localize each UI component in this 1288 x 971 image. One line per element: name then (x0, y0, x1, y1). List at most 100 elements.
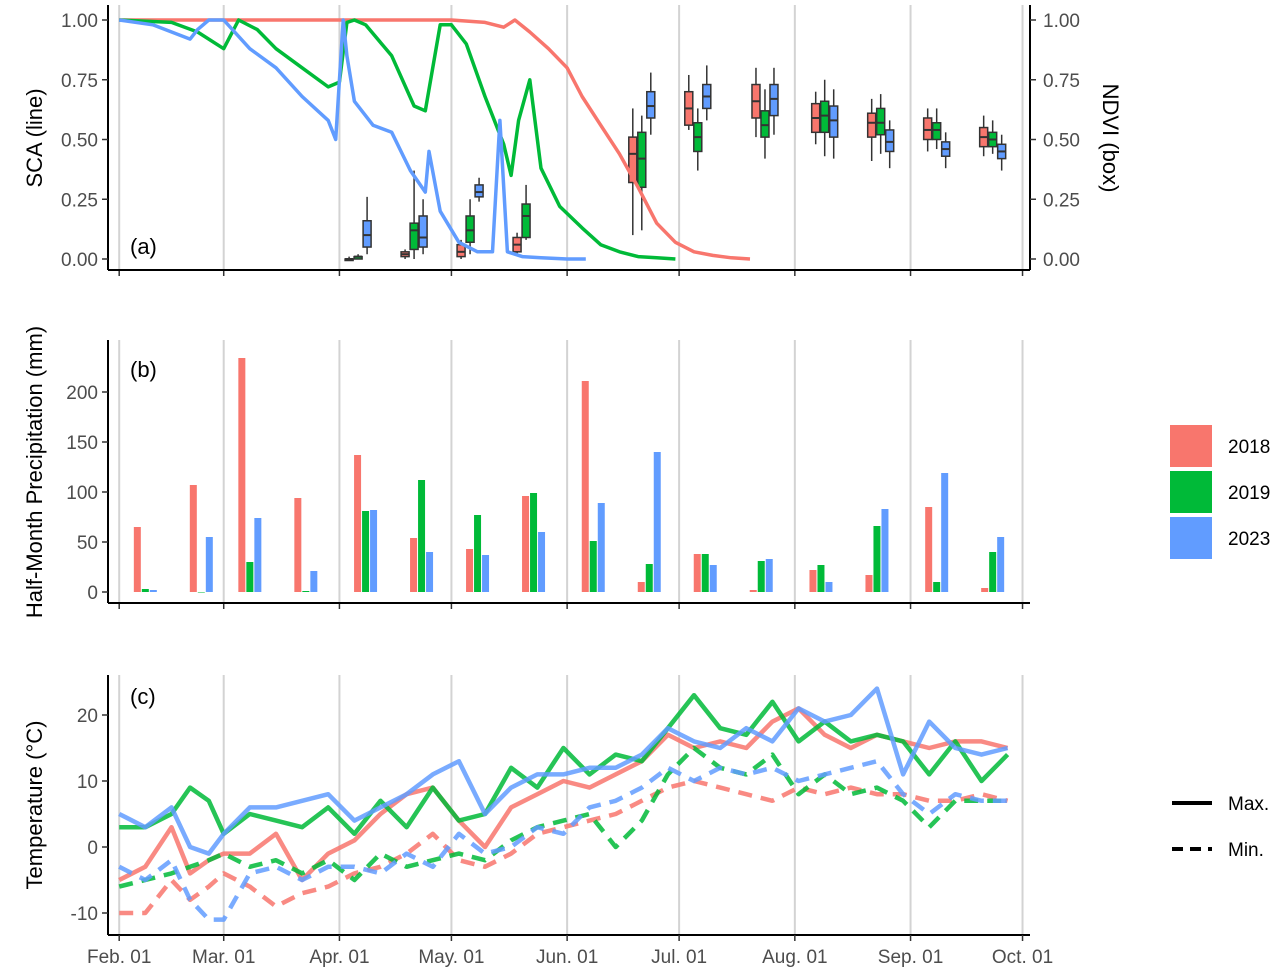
legend-linetypes: Max. Min. (1172, 794, 1269, 861)
y2-tick-label: 0.50 (1043, 131, 1080, 152)
precip-bar-2023 (653, 452, 661, 592)
legend-key-2023 (1170, 517, 1212, 559)
legend-label-2023: 2023 (1228, 529, 1270, 550)
ndvi-box (628, 136, 638, 184)
precip-bar-2023 (149, 590, 157, 592)
precip-bar-2023 (997, 537, 1005, 592)
precip-bar-2023 (426, 552, 434, 592)
ndvi-box (866, 112, 877, 138)
precip-bar-2023 (482, 555, 490, 592)
panel-a-sca-lines (118, 18, 751, 261)
precip-bar-2018 (749, 590, 757, 592)
precip-bar-2019 (701, 554, 709, 592)
temp-line-2019-min (118, 745, 1008, 889)
x-tick-label: Feb. 01 (87, 947, 151, 968)
precip-bar-2019 (141, 589, 149, 592)
precip-bar-2023 (310, 571, 318, 592)
ndvi-box (875, 107, 886, 136)
precip-bar-2023 (881, 509, 889, 592)
ndvi-box (819, 100, 830, 134)
precip-bar-2018 (238, 358, 246, 592)
precip-bar-2019 (589, 541, 597, 592)
panel-c-temperature-lines (118, 686, 1010, 922)
y-tick-label: 10 (77, 772, 98, 793)
legend-label-max: Max. (1228, 794, 1269, 815)
precip-bar-2023 (709, 565, 717, 592)
x-tick-label: Sep. 01 (878, 947, 944, 968)
precip-bar-2019 (418, 480, 426, 592)
panel-a-y2-title: NDVI (box) (1098, 84, 1123, 193)
panel-c: -10 0 10 20 Feb. 01 Mar. 01 Apr. 01 May. 01 Jun… (22, 675, 1053, 968)
y-tick-label: 150 (66, 433, 98, 454)
y-tick-label: 200 (66, 383, 98, 404)
ndvi-box (646, 90, 656, 119)
panel-c-y-ticks: -10 0 10 20 (71, 706, 108, 925)
precip-bar-2019 (817, 565, 825, 592)
x-tick-label: Oct. 01 (992, 947, 1053, 968)
ndvi-box (465, 215, 475, 244)
ndvi-box (474, 184, 484, 198)
panel-b-y-ticks: 0 50 100 150 200 (66, 383, 108, 604)
x-tick-label: Mar. 01 (192, 947, 255, 968)
precip-bar-2019 (933, 582, 941, 592)
x-tick-label: Apr. 01 (309, 947, 369, 968)
precip-bar-2023 (254, 518, 262, 592)
x-tick-label: Jun. 01 (536, 947, 598, 968)
panel-b: 0 50 100 150 200 (b) Half-Month Precipitatio… (22, 326, 1030, 618)
precip-bar-2018 (637, 582, 645, 592)
y2-tick-label: 0.25 (1043, 190, 1080, 211)
precip-bar-2018 (693, 554, 701, 592)
y-tick-label: 0 (87, 583, 98, 604)
ndvi-box (760, 110, 770, 138)
panel-b-grid (118, 340, 1024, 609)
panel-b-tag: (b) (130, 357, 157, 382)
precip-bar-2019 (873, 526, 881, 592)
precip-bar-2018 (466, 549, 474, 592)
precip-bar-2018 (410, 538, 418, 592)
sca-line-2018 (119, 18, 751, 261)
legend-label-min: Min. (1228, 840, 1264, 861)
legend-key-2018 (1170, 425, 1212, 467)
precip-bar-2019 (302, 591, 310, 592)
panel-c-grid (118, 675, 1024, 935)
ndvi-box (409, 222, 419, 251)
y-tick-label: 0.75 (61, 71, 98, 92)
precip-bar-2019 (757, 561, 765, 592)
precip-bar-2023 (205, 537, 213, 592)
sca-line-2023 (118, 18, 586, 261)
panel-a-tag: (a) (130, 234, 157, 259)
precip-bar-2019 (474, 515, 482, 592)
x-tick-label: Aug. 01 (762, 947, 828, 968)
ndvi-box (637, 131, 647, 189)
panel-c-x-ticks: Feb. 01 Mar. 01 Apr. 01 May. 01 Jun. 01 Jul. … (87, 935, 1053, 968)
y2-tick-label: 1.00 (1043, 11, 1080, 32)
y-tick-label: 1.00 (61, 11, 98, 32)
ndvi-box (828, 105, 839, 138)
temp-line-2019-max (119, 692, 1010, 837)
precip-bar-2018 (294, 498, 302, 592)
precip-bar-2019 (246, 562, 254, 592)
panel-c-tag: (c) (130, 684, 156, 709)
y-tick-label: 0.00 (61, 250, 98, 271)
precip-bar-2018 (809, 570, 817, 592)
x-tick-label: May. 01 (418, 947, 484, 968)
precip-bar-2023 (825, 582, 833, 592)
legend-key-2019 (1170, 471, 1212, 513)
y-tick-label: 50 (77, 533, 98, 554)
ndvi-box (769, 83, 779, 117)
precip-bar-2019 (197, 592, 205, 593)
precip-bar-2018 (981, 588, 989, 592)
precip-bar-2018 (522, 496, 530, 592)
precip-bar-2023 (538, 532, 546, 592)
y-tick-label: 0 (87, 838, 98, 859)
y-tick-label: 20 (77, 706, 98, 727)
ndvi-box (521, 203, 531, 239)
panel-b-y-title: Half-Month Precipitation (mm) (22, 326, 47, 618)
temp-line-2018-min (119, 778, 1009, 916)
y-tick-label: -10 (71, 904, 98, 925)
precip-bar-2019 (645, 564, 653, 592)
temp-line-2023-min (118, 758, 1008, 922)
panel-a-ndvi-boxes (344, 65, 1007, 262)
temp-line-2018-max (118, 706, 1009, 883)
